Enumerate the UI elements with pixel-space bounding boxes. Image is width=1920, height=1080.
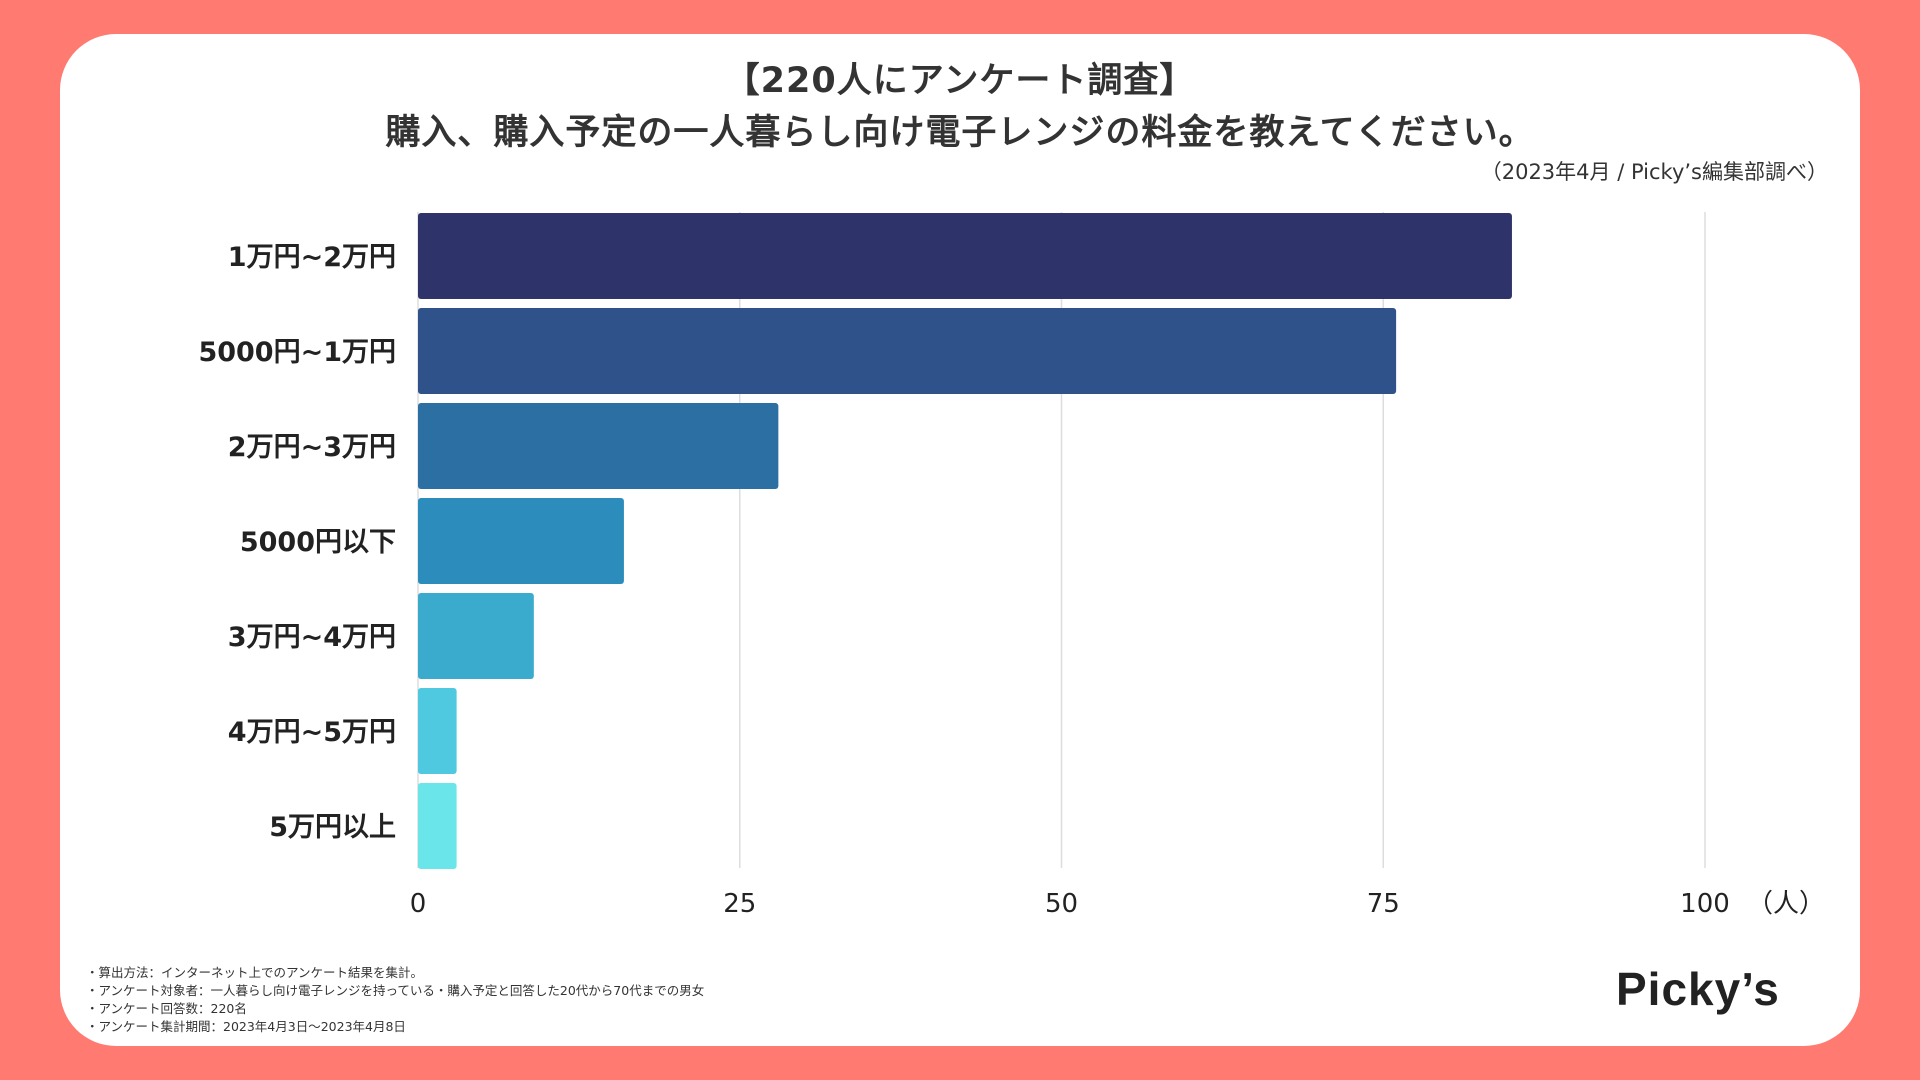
category-label: 4万円~5万円 (228, 717, 396, 748)
x-tick-label: 25 (723, 889, 756, 919)
x-tick-label: 75 (1367, 889, 1400, 919)
bar (418, 688, 457, 774)
bar (418, 213, 1512, 299)
chart-title-line-2: 購入、購入予定の一人暮らし向け電子レンジの料金を教えてください。 (385, 113, 1535, 153)
chart-title-line-1: 【220人にアンケート調査】 (724, 61, 1196, 101)
pickys-logo: Picky’s (1616, 963, 1780, 1015)
note-method: ・算出方法：インターネット上でのアンケート結果を集計。 (86, 965, 424, 980)
source-note: （2023年4月 / Picky’s編集部調べ） (1480, 160, 1828, 184)
bar (418, 498, 624, 584)
note-count: ・アンケート回答数：220名 (86, 1001, 247, 1016)
x-axis-ticks: 0 25 50 75 100 (410, 889, 1730, 919)
bars (418, 213, 1512, 869)
bar (418, 308, 1397, 394)
note-target: ・アンケート対象者：一人暮らし向け電子レンジを持っている・購入予定と回答した20… (86, 983, 705, 998)
category-label: 5000円~1万円 (198, 337, 396, 368)
content-card (60, 34, 1860, 1046)
x-tick-label: 50 (1045, 889, 1078, 919)
category-label: 5万円以上 (269, 812, 396, 843)
category-label: 3万円~4万円 (228, 622, 396, 653)
x-axis-unit-label: （人） (1747, 889, 1825, 919)
bar (418, 403, 779, 489)
note-period: ・アンケート集計期間：2023年4月3日〜2023年4月8日 (86, 1019, 406, 1034)
category-label: 5000円以下 (240, 527, 396, 558)
x-tick-label: 0 (410, 889, 427, 919)
category-label: 1万円~2万円 (228, 242, 396, 273)
category-labels: 1万円~2万円 5000円~1万円 2万円~3万円 5000円以下 3万円~4万円 4万円… (198, 242, 396, 843)
bar (418, 783, 457, 869)
bar (418, 593, 534, 679)
category-label: 2万円~3万円 (228, 432, 396, 463)
x-tick-label: 100 (1680, 889, 1730, 919)
survey-notes: ・算出方法：インターネット上でのアンケート結果を集計。 ・アンケート対象者：一人… (86, 964, 704, 1036)
